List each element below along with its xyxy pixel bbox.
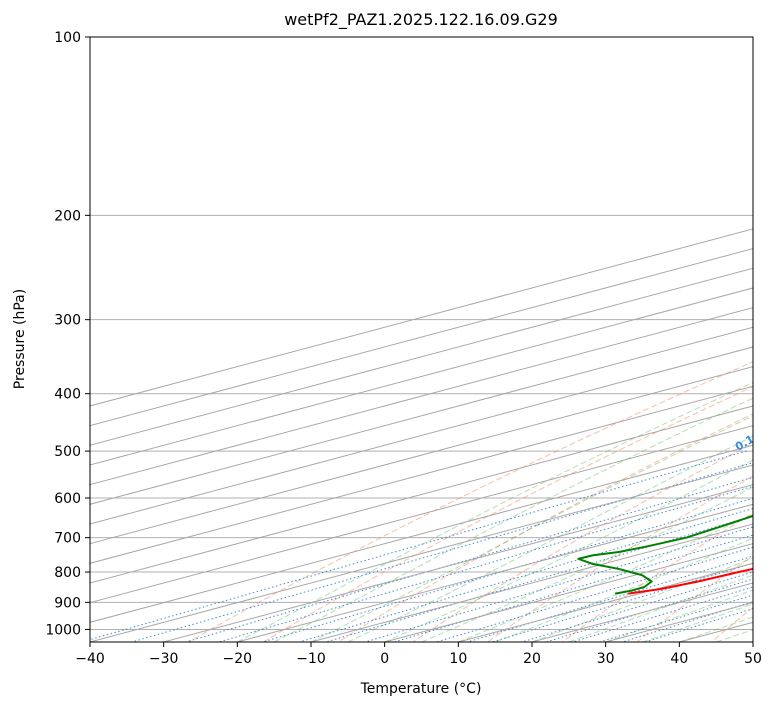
moist-adiabat [347,435,753,642]
y-tick-label: 900 [54,595,81,611]
isotherm-line [90,267,753,446]
moist-adiabat [237,382,753,642]
dry-adiabat [412,442,753,642]
x-axis-ticks: −40 −30 −20 −10 0 10 20 30 40 50 [75,642,762,667]
x-tick-label: 0 [380,651,389,667]
y-tick-label: 600 [54,491,81,507]
isotherm-line [90,287,753,466]
isotherm-line [90,326,753,505]
mixing-ratio-line [365,526,753,642]
profile-series [577,514,753,595]
mixing-ratio-line [492,562,753,642]
dry-adiabat [561,512,753,642]
mixing-ratio-line [90,450,747,641]
x-tick-label: −10 [296,651,326,667]
moist-adiabat [495,537,753,642]
x-tick-label: 50 [744,651,762,667]
y-tick-label: 300 [54,313,81,329]
moist-adiabat [273,397,753,642]
x-tick-label: −20 [223,651,253,667]
isotherm-line [90,425,753,604]
y-tick-label: 400 [54,387,81,403]
x-tick-label: 20 [523,651,541,667]
isotherm-line [90,464,753,642]
moist-adiabat [568,574,753,642]
x-tick-label: 40 [670,651,688,667]
mixing-ratio-line [262,497,753,642]
moist-adiabat [421,486,753,642]
isotherm-line [90,228,753,407]
dewpoint-profile [577,514,753,595]
y-tick-label: 700 [54,531,81,547]
x-tick-label: 10 [449,651,467,667]
gridlines [90,37,753,630]
isotherm-line [90,248,753,427]
mixing-ratio-line [131,462,753,642]
isotherm-line [237,503,753,642]
isotherm-line [90,366,753,545]
x-axis-label: Temperature (°C) [360,681,482,697]
isotherm-line [163,484,753,642]
y-tick-label: 800 [54,565,81,581]
plot-area [90,37,753,642]
mixing-ratio-line [299,507,753,642]
x-tick-label: −40 [75,651,105,667]
dry-adiabat [337,413,753,642]
y-tick-label: 100 [54,30,81,46]
chart-title: wetPf2_PAZ1.2025.122.16.09.G29 [284,10,558,30]
skewed-isotherms [90,228,753,642]
x-tick-label: −30 [149,651,179,667]
x-tick-label: 30 [597,651,615,667]
y-axis-label: Pressure (hPa) [12,289,28,389]
moist-adiabat [384,459,753,642]
y-axis-ticks: 100 200 300 400 500 600 700 800 900 1000 [45,30,90,638]
isotherm-line [752,641,753,642]
mixing-ratio-line [218,485,753,642]
y-tick-label: 200 [54,208,81,224]
y-tick-label: 500 [54,444,81,460]
isotherm-line [90,444,753,623]
isotherm-line [90,405,753,584]
isotherm-line [310,523,753,642]
isotherm-line [90,307,753,486]
mixing-ratio-line [599,594,753,642]
isotherm-line [90,385,753,564]
y-tick-label: 1000 [45,622,81,638]
plot-frame [89,36,754,643]
